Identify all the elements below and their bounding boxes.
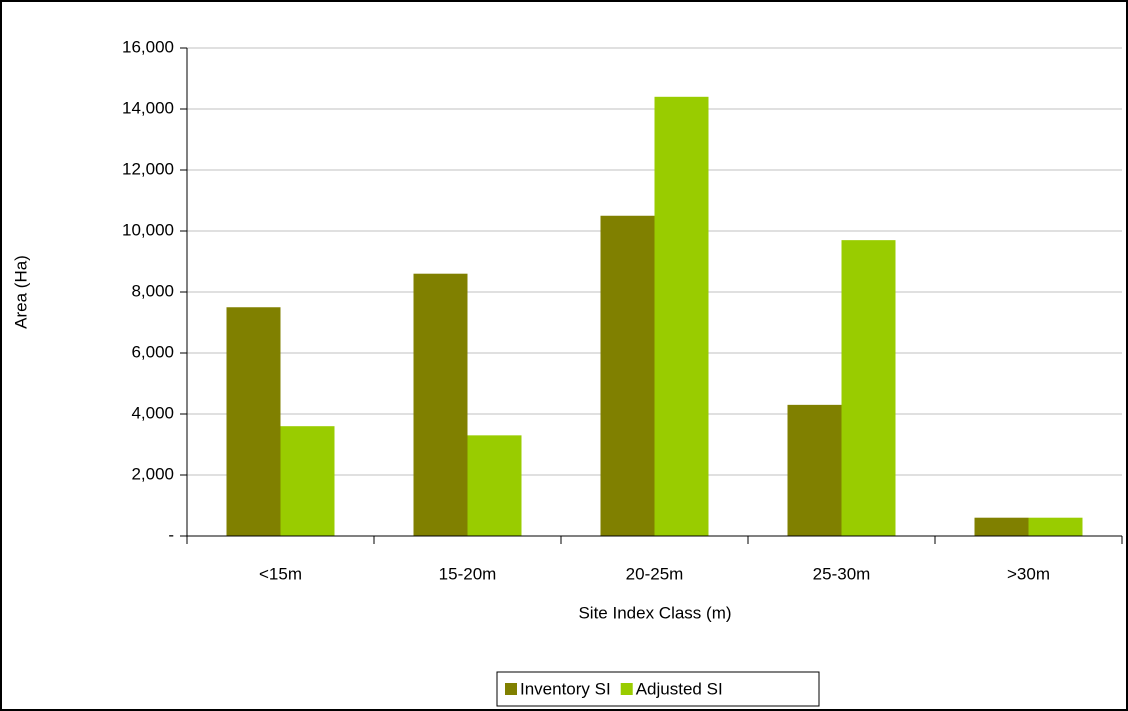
legend-swatch [505, 683, 517, 695]
legend-swatch [620, 683, 633, 695]
y-tick-label: 14,000 [122, 98, 174, 117]
x-tick-label: <15m [259, 564, 302, 583]
y-tick-label: 16,000 [122, 37, 174, 56]
legend-label: Adjusted SI [636, 679, 723, 698]
bar [467, 435, 522, 536]
bar [413, 273, 468, 536]
y-tick-label: - [168, 525, 174, 544]
y-tick-label: 8,000 [131, 281, 174, 300]
bar [787, 404, 842, 536]
y-tick-label: 6,000 [131, 342, 174, 361]
y-axis-title: Area (Ha) [11, 255, 30, 329]
legend-label: Inventory SI [520, 679, 611, 698]
bar [841, 240, 896, 536]
legend-box [496, 671, 820, 707]
y-tick-label: 12,000 [122, 159, 174, 178]
y-tick-label: 2,000 [131, 464, 174, 483]
y-tick-label: 10,000 [122, 220, 174, 239]
bar [654, 96, 709, 537]
x-tick-label: 20-25m [626, 564, 684, 583]
y-tick-label: 4,000 [131, 403, 174, 422]
bar [280, 426, 335, 536]
x-tick-label: 15-20m [439, 564, 497, 583]
bar [974, 517, 1029, 536]
bar [226, 307, 281, 536]
bar [600, 215, 655, 536]
x-tick-label: >30m [1007, 564, 1050, 583]
x-tick-label: 25-30m [813, 564, 871, 583]
bar [1028, 517, 1083, 536]
x-axis-title: Site Index Class (m) [578, 603, 731, 622]
